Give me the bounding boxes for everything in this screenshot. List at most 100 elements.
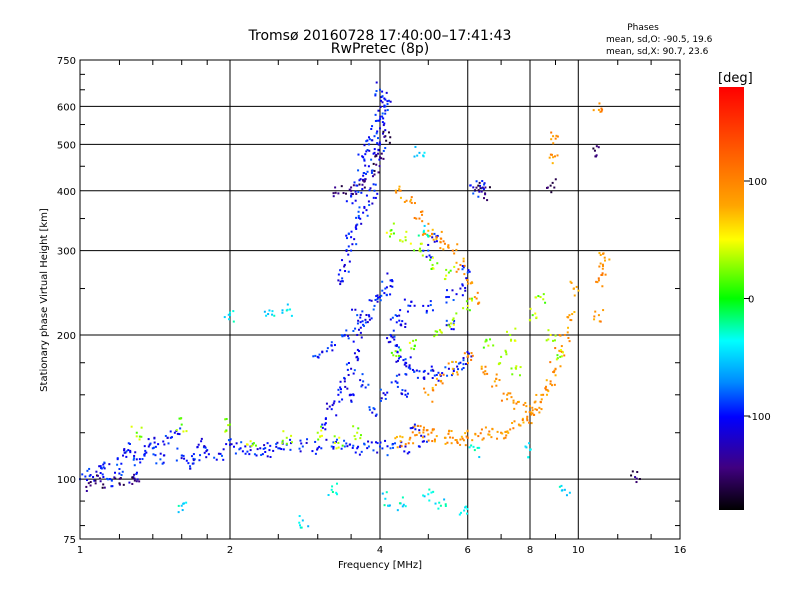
data-point — [384, 98, 387, 101]
data-point — [281, 442, 284, 445]
data-point — [521, 419, 524, 422]
data-point — [545, 393, 548, 396]
data-point — [512, 427, 515, 430]
data-point — [178, 433, 181, 436]
data-point — [398, 314, 401, 317]
data-point — [457, 362, 460, 365]
data-point — [430, 431, 433, 434]
data-point — [364, 178, 367, 181]
data-point — [229, 438, 232, 441]
data-point — [355, 184, 358, 187]
data-point — [135, 480, 138, 483]
data-point — [456, 442, 459, 445]
data-point — [522, 403, 525, 406]
data-point — [423, 151, 426, 154]
data-point — [323, 423, 326, 426]
data-point — [128, 442, 131, 445]
data-point — [477, 184, 480, 187]
data-point — [468, 309, 471, 312]
data-point — [433, 335, 436, 338]
data-point — [465, 277, 468, 280]
data-point — [332, 195, 335, 198]
data-point — [454, 360, 457, 363]
data-point — [324, 417, 327, 420]
data-point — [514, 327, 517, 330]
data-point — [426, 233, 429, 236]
data-point — [356, 314, 359, 317]
data-point — [442, 248, 445, 251]
data-point — [351, 202, 354, 205]
data-point — [351, 446, 354, 449]
data-point — [122, 483, 125, 486]
data-point — [597, 108, 600, 111]
y-tick-label: 400 — [57, 187, 76, 198]
data-point — [388, 235, 391, 238]
data-point — [367, 136, 370, 139]
data-point — [547, 390, 550, 393]
data-point — [359, 434, 362, 437]
data-point — [355, 216, 358, 219]
data-point — [418, 429, 421, 432]
data-point — [431, 377, 434, 380]
data-point — [177, 511, 180, 514]
data-point — [182, 454, 185, 457]
data-point — [631, 470, 634, 473]
data-point — [451, 372, 454, 375]
data-point — [594, 155, 597, 158]
data-point — [497, 363, 500, 366]
data-point — [379, 105, 382, 108]
data-point — [402, 503, 405, 506]
data-point — [225, 443, 228, 446]
data-point — [193, 458, 196, 461]
data-point — [444, 503, 447, 506]
data-point — [511, 421, 514, 424]
data-point — [597, 279, 600, 282]
data-point — [383, 135, 386, 138]
colorbar-tick-label: 100 — [748, 177, 767, 188]
data-point — [512, 399, 515, 402]
data-point — [183, 457, 186, 460]
data-point — [524, 410, 527, 413]
data-point — [407, 304, 410, 307]
data-point — [366, 170, 369, 173]
data-point — [556, 135, 559, 138]
data-point — [509, 392, 512, 395]
data-point — [421, 436, 424, 439]
data-point — [445, 324, 448, 327]
colorbar-ticks: 100 0 -100 — [744, 177, 771, 423]
data-point — [347, 334, 350, 337]
data-point — [399, 189, 402, 192]
data-point — [462, 266, 465, 269]
x-tick-label: 4 — [377, 545, 383, 556]
data-point — [373, 135, 376, 138]
data-point — [120, 462, 123, 465]
data-point — [593, 149, 596, 152]
data-point — [405, 395, 408, 398]
data-point — [312, 355, 315, 358]
data-point — [355, 356, 358, 359]
data-point — [424, 232, 427, 235]
data-point — [496, 430, 499, 433]
data-point — [376, 451, 379, 454]
data-point — [342, 191, 345, 194]
data-point — [374, 113, 377, 116]
data-point — [431, 368, 434, 371]
data-point — [544, 387, 547, 390]
y-tick-label: 200 — [57, 331, 76, 342]
data-point — [374, 414, 377, 417]
data-point — [337, 273, 340, 276]
data-point — [267, 313, 270, 316]
data-point — [431, 400, 434, 403]
data-point — [547, 338, 550, 341]
data-point — [451, 436, 454, 439]
data-point — [162, 454, 165, 457]
data-point — [245, 443, 248, 446]
data-point — [131, 482, 134, 485]
data-point — [177, 504, 180, 507]
data-point — [385, 91, 388, 94]
data-point — [345, 200, 348, 203]
data-point — [392, 329, 395, 332]
data-point — [379, 399, 382, 402]
data-point — [431, 429, 434, 432]
data-point — [452, 317, 455, 320]
